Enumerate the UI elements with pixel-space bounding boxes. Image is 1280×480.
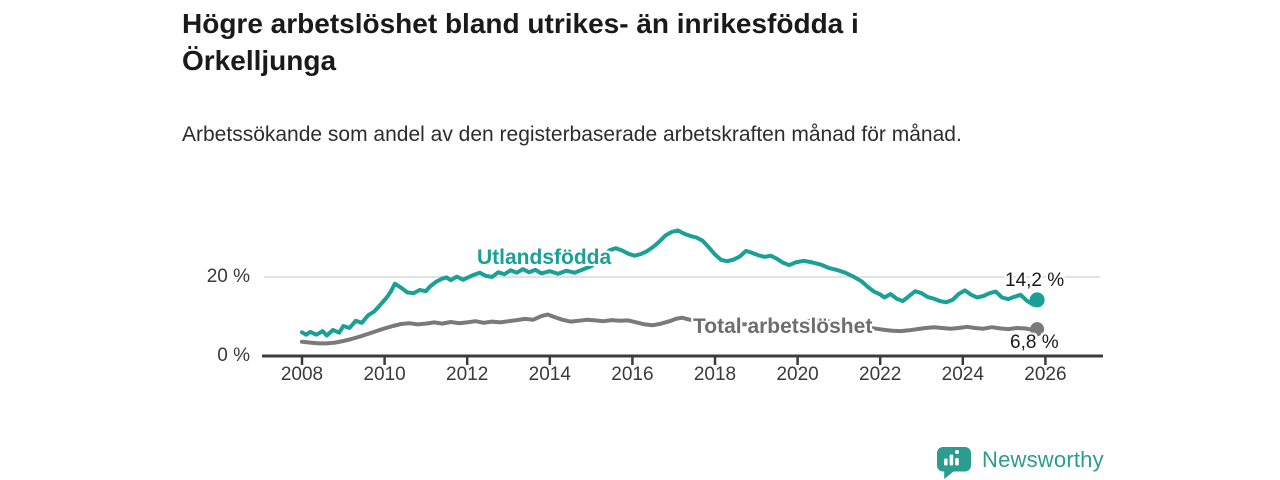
y-axis-tick-label: 0 %: [217, 345, 250, 366]
newsworthy-logo[interactable]: Newsworthy: [937, 447, 1104, 479]
x-axis-tick-label: 2026: [1024, 364, 1067, 385]
series-label-total-arbetsloshet: Total arbetslöshet: [693, 315, 873, 338]
newsworthy-logo-text: Newsworthy: [982, 447, 1104, 472]
chart-subtitle: Arbetssökande som andel av den registerb…: [182, 123, 962, 146]
end-value-label-total: 6,8 %: [1010, 332, 1059, 353]
newsworthy-logo-icon: [937, 447, 971, 479]
series-line-utlandsfodda: [300, 228, 1040, 338]
y-axis-tick-label: 20 %: [206, 266, 250, 287]
x-axis-tick-label: 2020: [776, 364, 819, 385]
x-axis-tick-label: 2014: [528, 364, 571, 385]
x-axis-tick-label: 2016: [611, 364, 654, 385]
x-axis-tick-label: 2022: [859, 364, 902, 385]
end-value-label-utlandsfodda: 14,2 %: [1005, 270, 1065, 291]
series-end-dot-utlandsfodda: [1029, 292, 1045, 308]
series-label-utlandsfodda: Utlandsfödda: [477, 246, 612, 269]
x-axis-tick-label: 2008: [280, 364, 324, 385]
x-axis-tick-label: 2018: [693, 364, 737, 385]
page-title: Högre arbetslöshet bland utrikes- än inr…: [182, 8, 859, 76]
series-line-total: [300, 312, 1040, 346]
series-end-dot-total: [1030, 322, 1045, 337]
x-axis-tick-label: 2012: [446, 364, 489, 385]
x-axis-tick-label: 2024: [941, 364, 984, 385]
x-axis-tick-label: 2010: [363, 364, 406, 385]
